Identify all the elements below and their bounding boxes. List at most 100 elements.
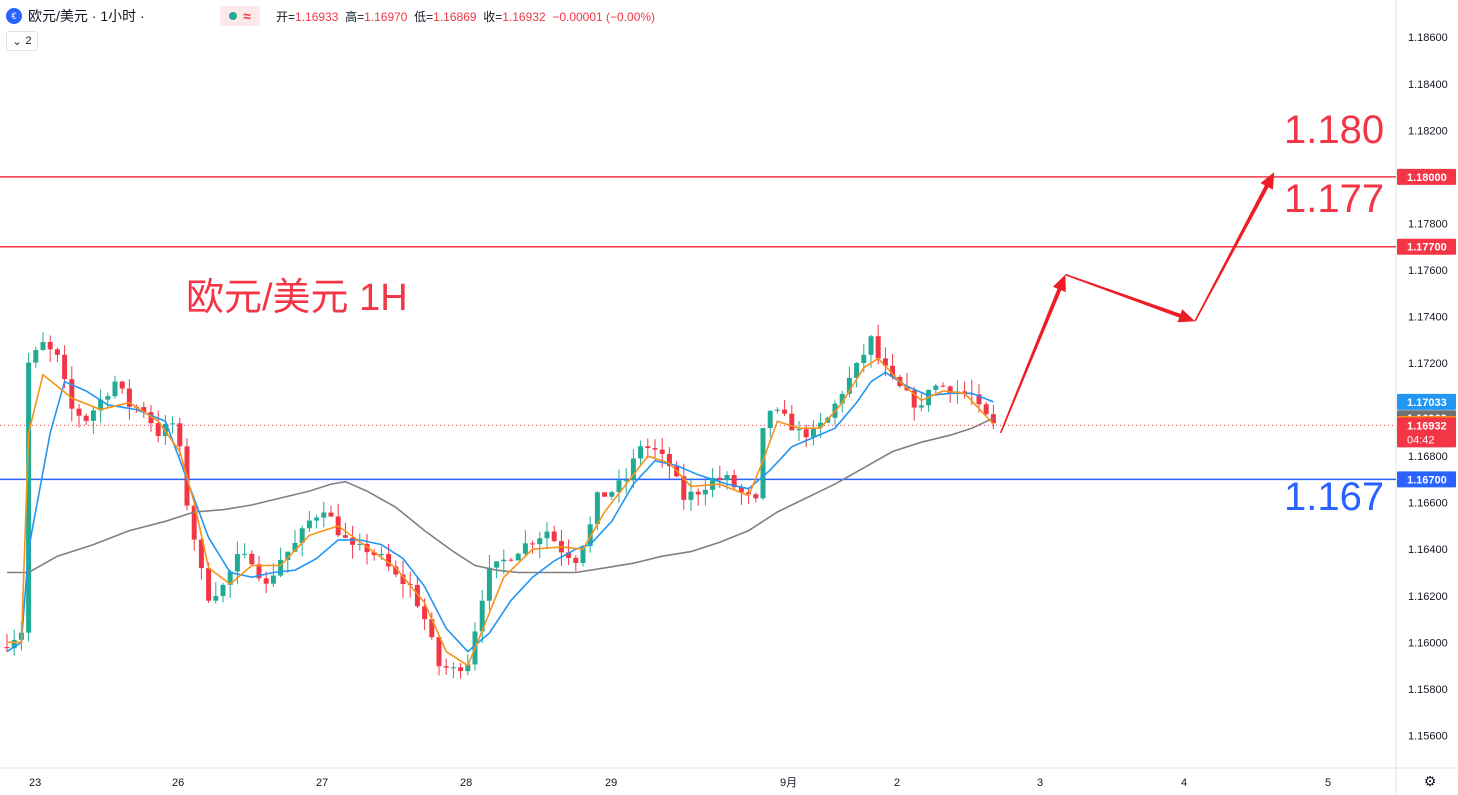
x-tick-label: 26 xyxy=(172,777,184,789)
y-tick-label: 1.17800 xyxy=(1408,218,1448,230)
indicators-toggle[interactable]: ⌄ 2 xyxy=(6,31,38,51)
y-tick-label: 1.16800 xyxy=(1408,451,1448,463)
candle-body xyxy=(62,354,68,380)
candle-body xyxy=(573,557,579,563)
price-tag-label: 1.16700 xyxy=(1407,474,1447,486)
candle-body xyxy=(861,354,867,363)
candle-body xyxy=(731,475,737,488)
high-label: 高= xyxy=(345,10,365,24)
ma-fast-line xyxy=(7,357,994,667)
x-tick-label: 27 xyxy=(316,777,328,789)
candle-body xyxy=(443,666,449,668)
x-tick-label: 23 xyxy=(29,777,41,789)
y-tick-label: 1.16200 xyxy=(1408,591,1448,603)
x-tick-label: 4 xyxy=(1181,777,1187,789)
candle-body xyxy=(717,477,723,481)
candle-body xyxy=(508,559,514,561)
candle-body xyxy=(170,423,176,425)
y-tick-label: 1.16000 xyxy=(1408,637,1448,649)
chart-header: € 欧元/美元 · 1小时 · xyxy=(6,6,145,26)
open-label: 开= xyxy=(276,10,296,24)
candle-body xyxy=(609,492,615,497)
candle-body xyxy=(522,543,528,554)
candle-body xyxy=(227,571,233,585)
candle-body xyxy=(710,477,716,490)
candle-body xyxy=(4,646,10,649)
candle-body xyxy=(746,492,752,495)
gear-icon[interactable]: ⚙ xyxy=(1423,773,1437,789)
chart-annotation-title: 欧元/美元 1H xyxy=(186,277,408,319)
candle-body xyxy=(530,543,536,545)
x-tick-label: 29 xyxy=(605,777,617,789)
x-tick-label: 2 xyxy=(894,777,900,789)
market-status-icon xyxy=(229,12,238,20)
candle-body xyxy=(767,410,773,428)
candle-body xyxy=(69,379,75,409)
candle-body xyxy=(40,342,46,351)
price-tag-label: 1.17700 xyxy=(1407,242,1447,254)
candle-body xyxy=(270,575,276,584)
candle-body xyxy=(630,458,636,481)
level-label-1167: 1.167 xyxy=(1284,475,1385,519)
candle-body xyxy=(220,584,226,597)
candle-body xyxy=(868,336,874,355)
candle-body xyxy=(177,423,183,447)
candle-body xyxy=(947,386,953,394)
candle-body xyxy=(566,552,572,558)
price-tag xyxy=(1397,168,1456,185)
candle-body xyxy=(378,554,384,556)
candle-body xyxy=(141,407,147,413)
candle-body xyxy=(11,639,17,649)
candle-body xyxy=(119,381,125,389)
candle-body xyxy=(796,429,802,431)
candle-body xyxy=(875,336,881,359)
candle-body xyxy=(234,554,240,572)
candle-body xyxy=(803,429,809,438)
price-tag xyxy=(1397,238,1456,255)
symbol-label[interactable]: 欧元/美元 · 1小时 · xyxy=(28,8,145,24)
y-tick-label: 1.17600 xyxy=(1408,265,1448,277)
candle-body xyxy=(818,422,824,428)
x-tick-label: 9月 xyxy=(780,777,797,789)
y-tick-label: 1.15600 xyxy=(1408,730,1448,742)
chevron-down-icon: ⌄ xyxy=(12,35,22,48)
y-tick-label: 1.18200 xyxy=(1408,125,1448,137)
candle-body xyxy=(342,535,348,538)
level-label-1177: 1.177 xyxy=(1284,177,1385,221)
candle-body xyxy=(328,512,334,517)
price-tag xyxy=(1397,471,1456,488)
y-tick-label: 1.18400 xyxy=(1408,79,1448,91)
candle-body xyxy=(645,446,651,449)
y-tick-label: 1.18600 xyxy=(1408,32,1448,44)
candle-body xyxy=(299,528,305,543)
candle-body xyxy=(450,667,456,669)
x-tick-label: 5 xyxy=(1325,777,1331,789)
candle-body xyxy=(256,564,262,579)
candle-body xyxy=(54,349,60,355)
candle-body xyxy=(314,517,320,521)
candle-body xyxy=(882,358,888,366)
price-tag-countdown: 04:42 xyxy=(1407,434,1435,446)
projection-arrow xyxy=(999,274,1066,434)
candle-body xyxy=(587,524,593,547)
candle-body xyxy=(393,566,399,575)
candle-body xyxy=(429,619,435,638)
candle-body xyxy=(486,567,492,601)
candle-body xyxy=(738,487,744,493)
close-value: 1.16932 xyxy=(502,10,546,24)
candle-body xyxy=(616,480,622,493)
candle-body xyxy=(249,553,255,565)
open-value: 1.16933 xyxy=(295,10,339,24)
candle-body xyxy=(623,480,629,482)
status-pills[interactable]: ≈ xyxy=(220,6,260,26)
candle-body xyxy=(544,531,550,539)
candle-body xyxy=(580,546,586,563)
high-value: 1.16970 xyxy=(364,10,408,24)
candle-body xyxy=(206,568,212,601)
candle-body xyxy=(126,388,132,407)
candle-body xyxy=(537,538,543,545)
indicator-count: 2 xyxy=(25,35,32,47)
price-tag-label: 1.17033 xyxy=(1407,397,1447,409)
ma-slow-line xyxy=(7,417,994,574)
